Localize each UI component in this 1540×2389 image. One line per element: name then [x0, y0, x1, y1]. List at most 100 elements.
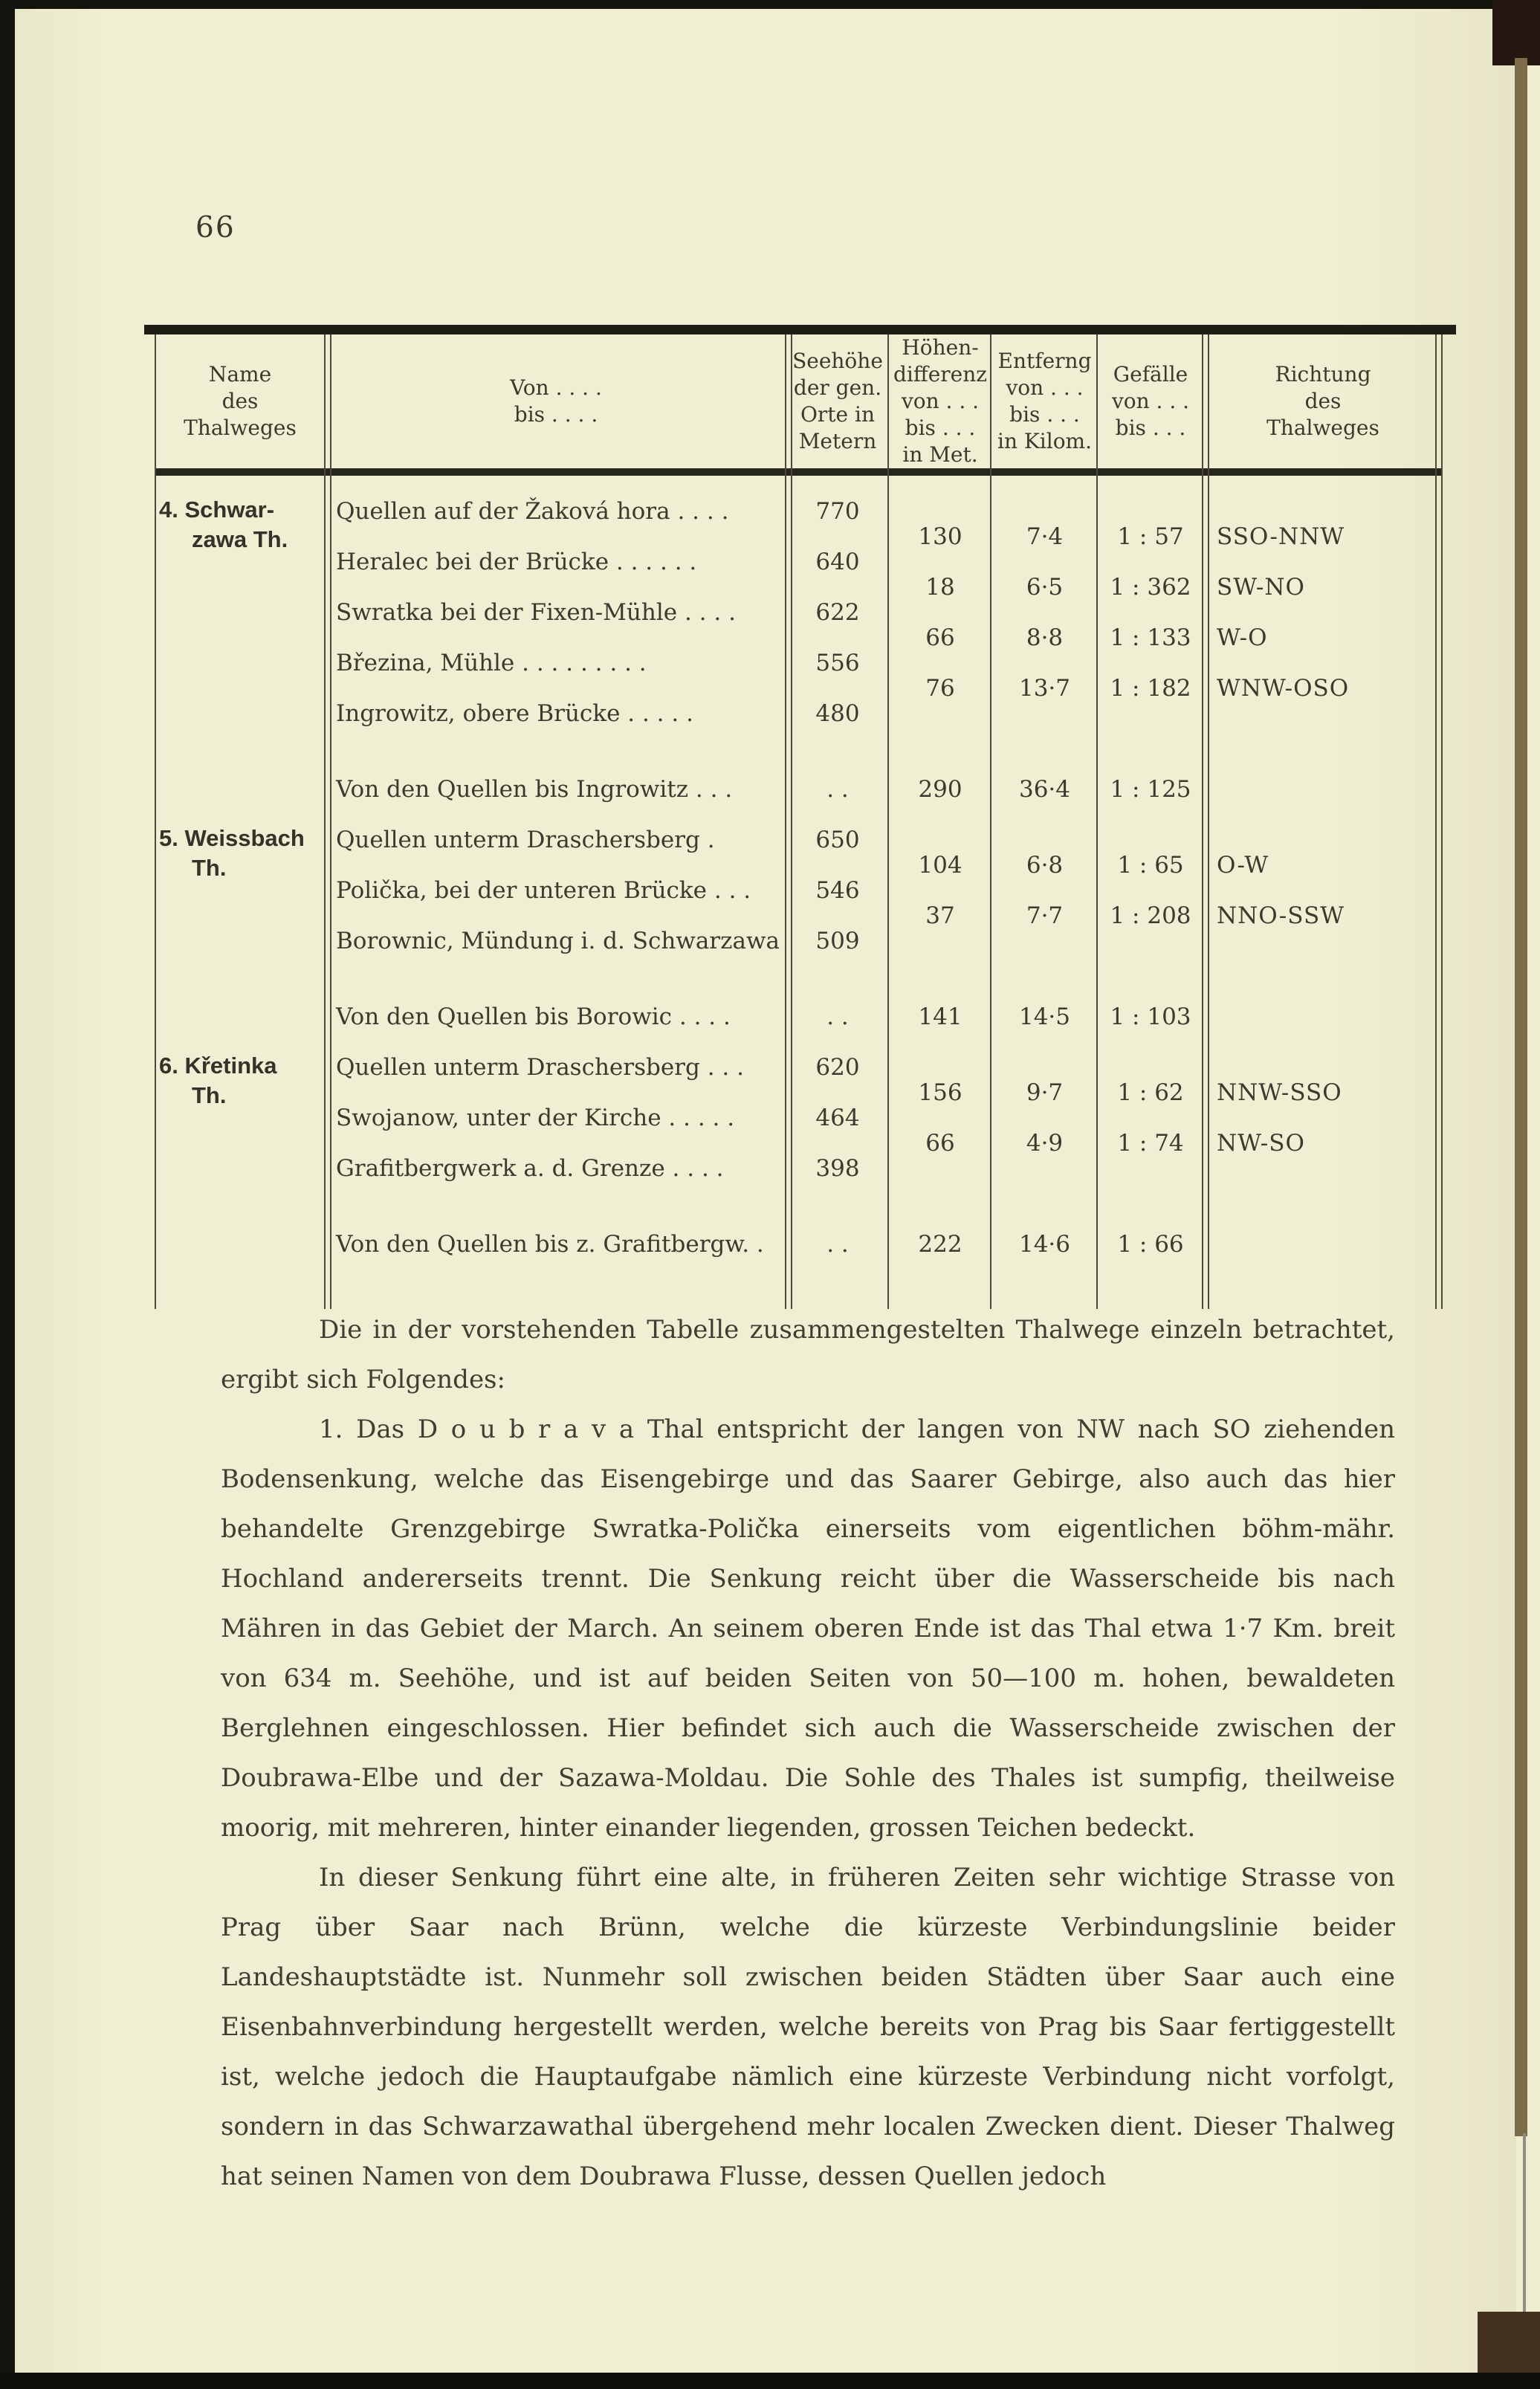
summary-elevation: . .	[826, 1003, 849, 1030]
height-difference-value: 156	[918, 1079, 962, 1106]
place-name: Quellen auf der Žaková hora . . . .	[336, 498, 729, 525]
elevation-value: 650	[815, 827, 860, 853]
scan-corner-top-right	[1492, 0, 1540, 65]
elevation-value: 620	[815, 1054, 860, 1081]
group-label-line: 6. Křetinka	[159, 1053, 277, 1079]
header-line: Orte in	[800, 402, 876, 427]
gradient-value: 1 : 133	[1110, 624, 1191, 651]
summary-height-difference: 141	[918, 1003, 962, 1030]
scan-edge-bottom	[0, 2373, 1540, 2389]
group-label-line: Th.	[192, 855, 227, 881]
header-line: in Kilom.	[997, 429, 1093, 453]
place-name: Polička, bei der unteren Brücke . . .	[336, 877, 751, 904]
header-col-name: Name des Thalweges	[155, 334, 326, 468]
book-spine-strip	[1515, 58, 1527, 2136]
elevation-value: 556	[815, 650, 860, 676]
summary-distance: 36·4	[1018, 776, 1071, 803]
header-line: der gen.	[793, 375, 882, 400]
height-difference-value: 104	[918, 852, 962, 879]
header-col-gefaelle: Gefälle von . . . bis . . .	[1098, 334, 1203, 468]
gradient-value: 1 : 208	[1110, 902, 1191, 929]
elevation-value: 622	[815, 599, 860, 626]
summary-direction	[1203, 764, 1443, 815]
body-text: Die in der vorstehenden Tabelle zusammen…	[221, 1305, 1395, 2202]
direction-value: NNO-SSW	[1217, 902, 1345, 929]
summary-distance: 14·6	[1018, 1231, 1071, 1258]
header-line: des	[1304, 389, 1342, 413]
elevation-value: 480	[815, 700, 860, 727]
place-name: Quellen unterm Draschersberg . . .	[336, 1054, 744, 1081]
gradient-value: 1 : 57	[1117, 523, 1184, 550]
place-name: Quellen unterm Draschersberg .	[336, 827, 715, 853]
gradient-value: 1 : 182	[1110, 675, 1191, 702]
place-name: Borownic, Mündung i. d. Schwarzawa	[336, 928, 780, 954]
header-line: von . . .	[1006, 375, 1084, 400]
summary-direction	[1203, 1219, 1443, 1270]
header-line: Metern	[798, 429, 877, 453]
place-name: Grafitbergwerk a. d. Grenze . . . .	[336, 1155, 724, 1182]
distance-value: 6·8	[1026, 852, 1064, 879]
distance-value: 7·7	[1026, 902, 1064, 929]
summary-elevation: . .	[826, 1231, 849, 1258]
direction-value: W-O	[1217, 624, 1268, 651]
scan-edge-left	[0, 0, 15, 2389]
header-line: Gefälle	[1113, 362, 1188, 387]
header-line: Name	[208, 362, 272, 387]
distance-value: 6·5	[1026, 574, 1064, 601]
distance-value: 13·7	[1018, 675, 1071, 702]
thalweg-table: Name des Thalweges Von . . . . bis . . . . Se…	[144, 325, 1456, 1309]
header-col-hoehendifferenz: Höhen-differenz von . . . bis . . . in Met.	[889, 334, 991, 468]
gradient-value: 1 : 362	[1110, 574, 1191, 601]
summary-height-difference: 290	[918, 776, 962, 803]
thalweg-group-5: 5. Weissbach Th. Quellen unterm Draschersb…	[155, 815, 1443, 1042]
elevation-value: 398	[815, 1155, 860, 1182]
header-line: Entferng	[997, 349, 1092, 373]
header-line: Von . . . .	[510, 375, 602, 400]
elevation-value: 546	[815, 877, 860, 904]
elevation-value: 770	[815, 498, 860, 525]
page-number: 66	[195, 211, 236, 245]
summary-elevation: . .	[826, 776, 849, 803]
table-header-rule	[155, 468, 1443, 476]
group-label-line: 5. Weissbach	[159, 825, 305, 851]
gradient-value: 1 : 62	[1117, 1079, 1184, 1106]
header-line: des	[221, 389, 259, 413]
place-name: Heralec bei der Brücke . . . . . .	[336, 549, 697, 575]
paragraph: 1. Das D o u b r a v a Thal entspricht d…	[221, 1415, 1395, 1843]
book-spine-line	[1523, 2133, 1526, 2374]
summary-name: Von den Quellen bis Ingrowitz . . .	[336, 776, 733, 803]
thalweg-group-6: 6. Křetinka Th. Quellen unterm Draschersbe…	[155, 1042, 1443, 1270]
header-line: bis . . .	[1115, 416, 1186, 440]
place-name: Ingrowitz, obere Brücke . . . . .	[336, 700, 693, 727]
header-col-von-bis: Von . . . . bis . . . .	[326, 334, 786, 468]
paragraph: In dieser Senkung führt eine alte, in fr…	[221, 1863, 1395, 2191]
height-difference-value: 18	[925, 574, 955, 601]
direction-value: O-W	[1217, 852, 1269, 879]
distance-value: 7·4	[1026, 523, 1064, 550]
header-line: von . . .	[1111, 389, 1190, 413]
group-label: 6. Křetinka Th.	[155, 1042, 326, 1108]
header-line: Seehöhe	[792, 349, 883, 373]
gradient-value: 1 : 74	[1117, 1130, 1184, 1157]
header-line: bis . . . .	[514, 402, 598, 427]
table-header-row: Name des Thalweges Von . . . . bis . . . . Se…	[155, 334, 1443, 468]
page-paper	[15, 9, 1516, 2373]
header-line: Höhen-	[902, 335, 979, 360]
elevation-value: 464	[815, 1105, 860, 1131]
header-line: Thalweges	[184, 416, 297, 440]
table-body: 4. Schwar-zawa Th. Quellen auf der Žaková…	[155, 476, 1443, 1299]
header-line: von . . .	[901, 389, 980, 413]
summary-gradient: 1 : 66	[1117, 1231, 1184, 1258]
distance-value: 9·7	[1026, 1079, 1064, 1106]
direction-value: SW-NO	[1217, 574, 1305, 601]
distance-value: 4·9	[1026, 1130, 1064, 1157]
header-line: differenz	[893, 362, 988, 387]
summary-height-difference: 222	[918, 1231, 962, 1258]
summary-direction	[1203, 992, 1443, 1042]
direction-value: NNW-SSO	[1217, 1079, 1342, 1106]
header-col-seehoehe: Seehöhe der gen. Orte in Metern	[786, 334, 889, 468]
direction-value: SSO-NNW	[1217, 523, 1345, 550]
gradient-value: 1 : 65	[1117, 852, 1184, 879]
summary-gradient: 1 : 103	[1110, 1003, 1191, 1030]
header-line: bis . . .	[905, 416, 976, 440]
